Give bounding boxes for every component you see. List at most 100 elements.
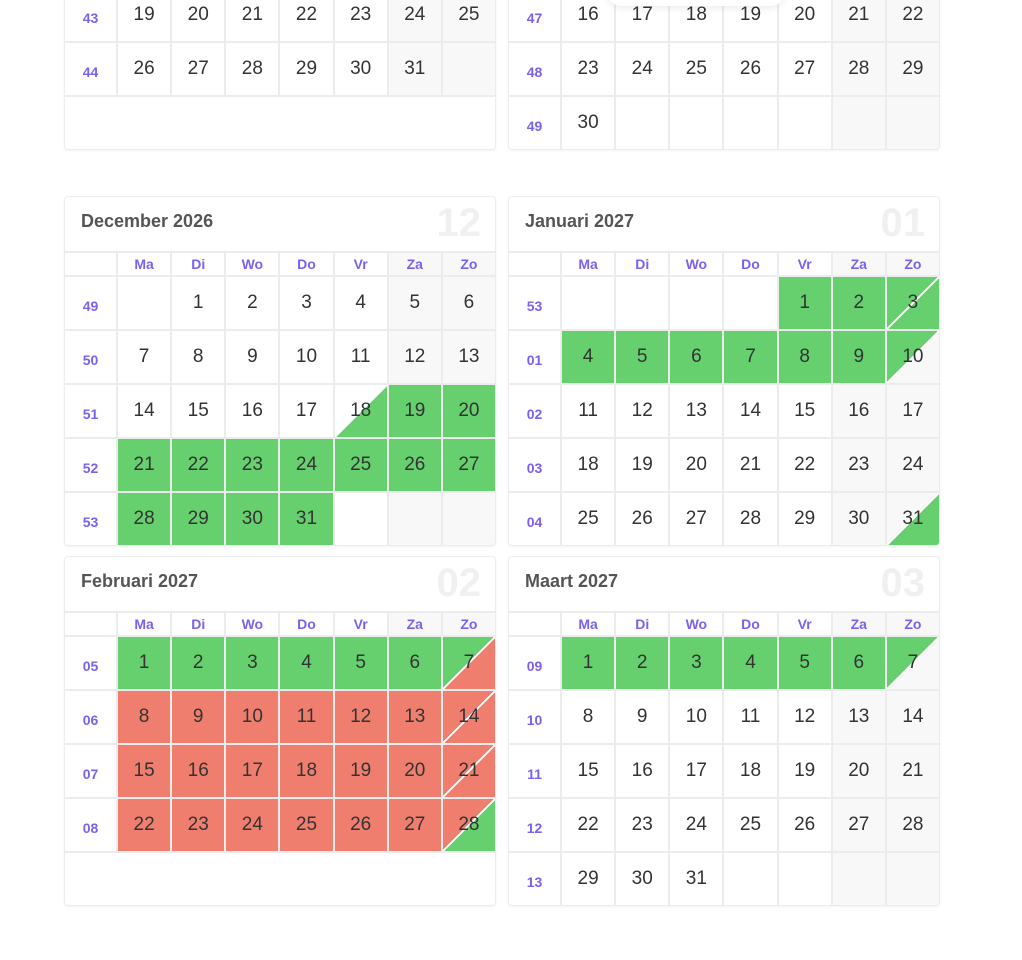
day-cell[interactable]: 15 bbox=[118, 745, 171, 797]
day-cell[interactable]: 24 bbox=[226, 799, 279, 851]
day-cell[interactable]: 1 bbox=[778, 277, 831, 329]
day-cell[interactable]: 30 bbox=[226, 493, 279, 545]
day-cell[interactable]: 7 bbox=[724, 331, 777, 383]
day-cell[interactable]: 18 bbox=[724, 745, 777, 797]
day-cell[interactable]: 9 bbox=[832, 331, 885, 383]
day-cell[interactable]: 28 bbox=[118, 493, 171, 545]
day-cell[interactable]: 22 bbox=[280, 0, 333, 41]
day-cell[interactable]: 14 bbox=[886, 691, 939, 743]
day-cell[interactable]: 13 bbox=[442, 331, 495, 383]
day-cell[interactable]: 26 bbox=[118, 43, 171, 95]
day-cell[interactable]: 24 bbox=[280, 439, 333, 491]
day-cell[interactable]: 29 bbox=[562, 853, 615, 905]
day-cell[interactable]: 19 bbox=[388, 385, 441, 437]
day-cell[interactable]: 8 bbox=[172, 331, 225, 383]
day-cell[interactable]: 13 bbox=[388, 691, 441, 743]
day-cell[interactable]: 4 bbox=[562, 331, 615, 383]
day-cell[interactable]: 1 bbox=[562, 637, 615, 689]
day-cell[interactable]: 6 bbox=[442, 277, 495, 329]
day-cell[interactable]: 17 bbox=[670, 745, 723, 797]
day-cell[interactable]: 26 bbox=[388, 439, 441, 491]
day-cell[interactable]: 10 bbox=[280, 331, 333, 383]
day-cell[interactable]: 23 bbox=[832, 439, 885, 491]
day-cell[interactable]: 6 bbox=[388, 637, 441, 689]
day-cell[interactable]: 22 bbox=[886, 0, 939, 41]
day-cell[interactable]: 21 bbox=[442, 745, 495, 797]
day-cell[interactable]: 26 bbox=[334, 799, 387, 851]
day-cell[interactable]: 28 bbox=[832, 43, 885, 95]
day-cell[interactable]: 8 bbox=[562, 691, 615, 743]
day-cell[interactable]: 3 bbox=[886, 277, 939, 329]
day-cell[interactable]: 12 bbox=[388, 331, 441, 383]
day-cell[interactable]: 6 bbox=[670, 331, 723, 383]
day-cell[interactable]: 22 bbox=[118, 799, 171, 851]
day-cell[interactable]: 23 bbox=[226, 439, 279, 491]
day-cell[interactable]: 15 bbox=[172, 385, 225, 437]
day-cell[interactable]: 30 bbox=[616, 853, 669, 905]
day-cell[interactable]: 27 bbox=[442, 439, 495, 491]
day-cell[interactable]: 16 bbox=[172, 745, 225, 797]
day-cell[interactable]: 21 bbox=[724, 439, 777, 491]
day-cell[interactable]: 22 bbox=[562, 799, 615, 851]
day-cell[interactable]: 21 bbox=[832, 0, 885, 41]
day-cell[interactable]: 23 bbox=[172, 799, 225, 851]
day-cell[interactable]: 20 bbox=[442, 385, 495, 437]
day-cell[interactable]: 22 bbox=[172, 439, 225, 491]
day-cell[interactable]: 16 bbox=[832, 385, 885, 437]
day-cell[interactable]: 26 bbox=[778, 799, 831, 851]
day-cell[interactable]: 27 bbox=[832, 799, 885, 851]
day-cell[interactable]: 5 bbox=[334, 637, 387, 689]
day-cell[interactable]: 11 bbox=[724, 691, 777, 743]
day-cell[interactable]: 16 bbox=[226, 385, 279, 437]
day-cell[interactable]: 31 bbox=[388, 43, 441, 95]
day-cell[interactable]: 24 bbox=[670, 799, 723, 851]
day-cell[interactable]: 4 bbox=[280, 637, 333, 689]
day-cell[interactable]: 9 bbox=[616, 691, 669, 743]
day-cell[interactable]: 8 bbox=[118, 691, 171, 743]
day-cell[interactable]: 28 bbox=[442, 799, 495, 851]
day-cell[interactable]: 1 bbox=[172, 277, 225, 329]
day-cell[interactable]: 24 bbox=[388, 0, 441, 41]
day-cell[interactable]: 17 bbox=[226, 745, 279, 797]
day-cell[interactable]: 10 bbox=[670, 691, 723, 743]
day-cell[interactable]: 5 bbox=[388, 277, 441, 329]
day-cell[interactable]: 7 bbox=[886, 637, 939, 689]
day-cell[interactable]: 19 bbox=[616, 439, 669, 491]
day-cell[interactable]: 12 bbox=[334, 691, 387, 743]
day-cell[interactable]: 21 bbox=[226, 0, 279, 41]
day-cell[interactable]: 13 bbox=[670, 385, 723, 437]
day-cell[interactable]: 2 bbox=[832, 277, 885, 329]
day-cell[interactable]: 21 bbox=[118, 439, 171, 491]
day-cell[interactable]: 1 bbox=[118, 637, 171, 689]
day-cell[interactable]: 4 bbox=[724, 637, 777, 689]
day-cell[interactable]: 3 bbox=[280, 277, 333, 329]
day-cell[interactable]: 7 bbox=[442, 637, 495, 689]
day-cell[interactable]: 25 bbox=[442, 0, 495, 41]
day-cell[interactable]: 25 bbox=[670, 43, 723, 95]
day-cell[interactable]: 29 bbox=[886, 43, 939, 95]
day-cell[interactable]: 20 bbox=[778, 0, 831, 41]
day-cell[interactable]: 26 bbox=[724, 43, 777, 95]
day-cell[interactable]: 27 bbox=[670, 493, 723, 545]
day-cell[interactable]: 29 bbox=[778, 493, 831, 545]
day-cell[interactable]: 19 bbox=[778, 745, 831, 797]
day-cell[interactable]: 5 bbox=[616, 331, 669, 383]
day-cell[interactable]: 21 bbox=[886, 745, 939, 797]
day-cell[interactable]: 30 bbox=[832, 493, 885, 545]
day-cell[interactable]: 7 bbox=[118, 331, 171, 383]
day-cell[interactable]: 18 bbox=[562, 439, 615, 491]
day-cell[interactable]: 25 bbox=[562, 493, 615, 545]
day-cell[interactable]: 20 bbox=[670, 439, 723, 491]
day-cell[interactable]: 24 bbox=[886, 439, 939, 491]
day-cell[interactable]: 24 bbox=[616, 43, 669, 95]
day-cell[interactable]: 28 bbox=[226, 43, 279, 95]
day-cell[interactable]: 14 bbox=[724, 385, 777, 437]
day-cell[interactable]: 28 bbox=[724, 493, 777, 545]
day-cell[interactable]: 27 bbox=[172, 43, 225, 95]
day-cell[interactable]: 14 bbox=[442, 691, 495, 743]
day-cell[interactable]: 11 bbox=[334, 331, 387, 383]
day-cell[interactable]: 29 bbox=[172, 493, 225, 545]
day-cell[interactable]: 23 bbox=[334, 0, 387, 41]
day-cell[interactable]: 11 bbox=[562, 385, 615, 437]
day-cell[interactable]: 6 bbox=[832, 637, 885, 689]
